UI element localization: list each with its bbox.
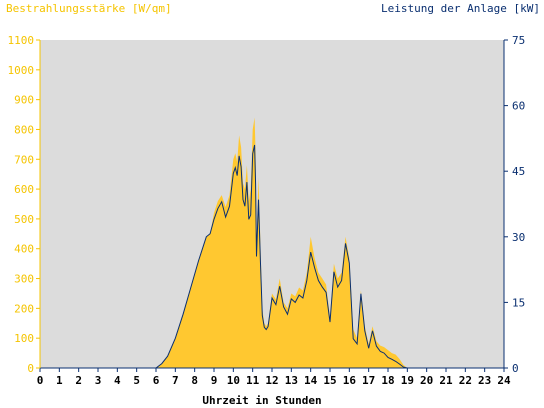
right-y-tick-label: 15 [512,296,525,309]
x-tick-label: 18 [381,374,394,387]
x-tick-label: 5 [133,374,140,387]
x-tick-label: 0 [37,374,44,387]
left-y-tick-label: 700 [14,153,34,166]
right-axis-title: Leistung der Anlage [kW] [381,2,540,15]
x-tick-label: 14 [304,374,318,387]
x-tick-label: 6 [153,374,160,387]
x-tick-label: 7 [172,374,179,387]
x-tick-label: 2 [75,374,82,387]
x-tick-label: 22 [459,374,472,387]
x-tick-label: 1 [56,374,63,387]
series-layer [40,117,504,369]
left-axis-title: Bestrahlungsstärke [W/qm] [6,2,172,15]
x-tick-label: 3 [95,374,102,387]
x-tick-label: 9 [211,374,218,387]
left-y-tick-label: 500 [14,213,34,226]
x-tick-label: 11 [246,374,260,387]
series-area-irradiance [40,117,504,368]
left-y-tick-label: 300 [14,273,34,286]
x-tick-label: 8 [191,374,198,387]
left-y-tick-label: 900 [14,94,34,107]
x-tick-label: 24 [497,374,511,387]
x-tick-label: 12 [265,374,278,387]
right-y-tick-label: 60 [512,100,525,113]
left-y-tick-label: 200 [14,302,34,315]
x-tick-label: 21 [439,374,453,387]
x-tick-label: 19 [401,374,414,387]
right-y-tick-label: 0 [512,362,519,375]
left-y-tick-label: 600 [14,183,34,196]
x-tick-label: 20 [420,374,433,387]
x-tick-label: 13 [285,374,298,387]
x-tick-label: 17 [362,374,375,387]
left-y-tick-label: 100 [14,332,34,345]
x-tick-label: 16 [343,374,357,387]
left-y-tick-label: 1100 [8,34,35,47]
left-y-tick-label: 800 [14,123,34,136]
x-tick-label: 10 [227,374,240,387]
x-tick-label: 23 [478,374,491,387]
series-line-power [40,144,504,369]
left-y-tick-label: 400 [14,243,34,256]
x-tick-label: 15 [323,374,336,387]
left-y-tick-label: 0 [27,362,34,375]
x-axis-title: Uhrzeit in Stunden [202,394,321,407]
axes-layer: 0 1 2 3 4 5 6 7 8 9 10 11 12 13 14 15 16 17 18 19 20 21 22 23 24… [8,34,526,387]
left-y-tick-label: 1000 [8,64,35,77]
right-y-tick-label: 30 [512,231,525,244]
x-tick-label: 4 [114,374,121,387]
right-y-tick-label: 75 [512,34,525,47]
right-y-tick-label: 45 [512,165,525,178]
